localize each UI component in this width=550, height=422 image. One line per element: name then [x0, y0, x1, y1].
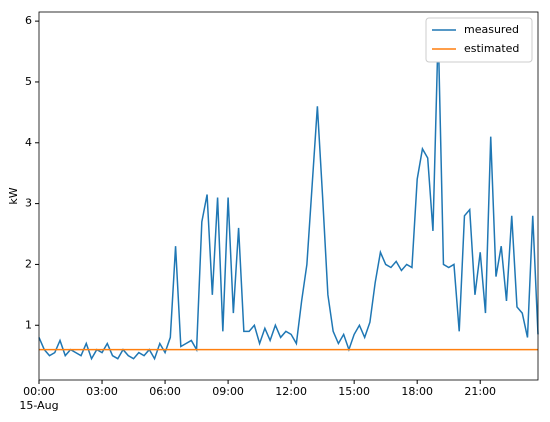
y-tick-label: 3	[25, 197, 32, 210]
y-tick-label: 6	[25, 14, 32, 27]
x-tick-label: 03:00	[86, 385, 118, 398]
x-tick-label: 00:00	[23, 385, 55, 398]
x-date-label: 15-Aug	[19, 399, 58, 412]
x-tick-label: 12:00	[275, 385, 307, 398]
x-tick-label: 18:00	[401, 385, 433, 398]
y-tick-label: 2	[25, 257, 32, 270]
y-axis-label: kW	[7, 187, 20, 204]
legend-label: estimated	[464, 42, 519, 55]
x-tick-label: 15:00	[338, 385, 370, 398]
x-tick-label: 06:00	[149, 385, 181, 398]
y-tick-label: 5	[25, 75, 32, 88]
plot-frame	[38, 11, 539, 381]
y-tick-label: 4	[25, 136, 32, 149]
legend-box	[425, 17, 533, 63]
x-tick-label: 09:00	[212, 385, 244, 398]
legend-label: measured	[464, 23, 519, 36]
y-tick-label: 1	[25, 318, 32, 331]
series-line	[38, 30, 539, 361]
x-tick-label: 21:00	[464, 385, 496, 398]
